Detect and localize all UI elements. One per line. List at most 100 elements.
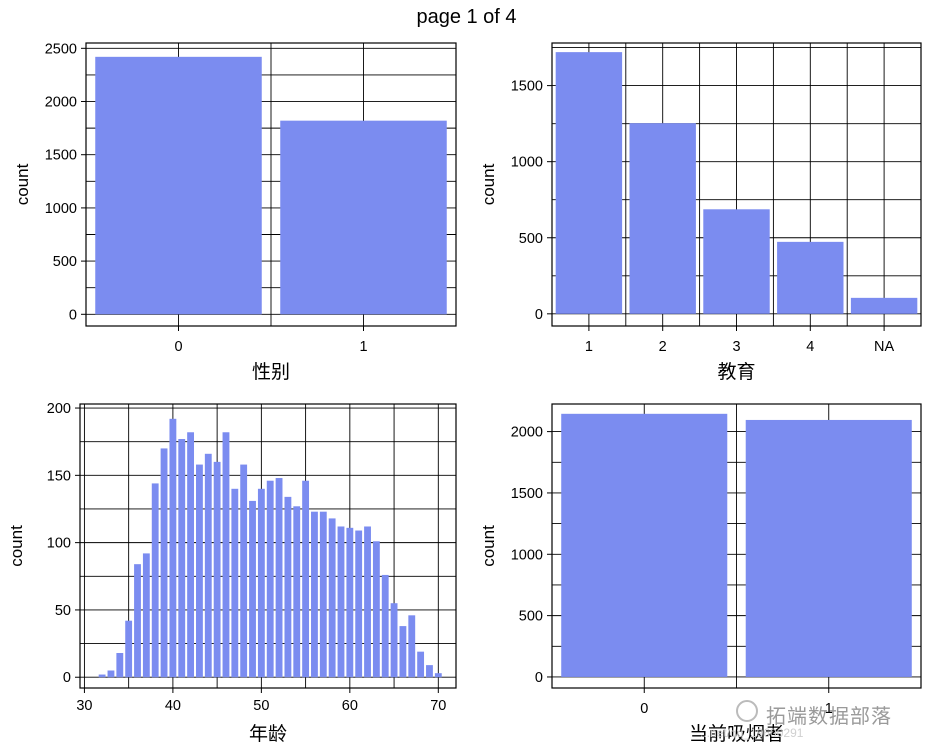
y-tick-label: 0	[535, 670, 543, 686]
histogram-bar	[311, 511, 318, 678]
bar	[561, 413, 728, 677]
y-tick-label: 1500	[511, 79, 543, 95]
bar	[777, 241, 844, 314]
histogram-bar	[417, 651, 425, 678]
y-tick-label: 0	[535, 307, 543, 323]
histogram-bar	[142, 553, 150, 678]
x-tick-label: 50	[253, 698, 269, 714]
histogram-bar	[151, 483, 159, 678]
y-axis-label: count	[479, 525, 498, 567]
bar	[280, 120, 447, 315]
histogram-bar	[249, 500, 256, 678]
histogram-bar	[275, 478, 283, 678]
y-tick-label: 0	[63, 670, 71, 686]
histogram-bar	[222, 432, 230, 678]
y-tick-label: 1500	[511, 486, 543, 502]
wechat-icon	[736, 700, 758, 722]
histogram-bar	[240, 464, 248, 678]
chart-panel-3: 0 50 100 150 200 count 年龄 30 40 50 60 70	[7, 401, 457, 745]
histogram-bar	[319, 511, 327, 678]
y-tick-label: 500	[519, 609, 543, 625]
histogram-bar	[293, 506, 301, 678]
histogram-bar	[231, 488, 239, 678]
x-tick-label: 0	[640, 701, 648, 717]
y-tick-label: 1000	[511, 155, 543, 171]
y-tick-label: 1000	[511, 547, 543, 563]
y-tick-label: 2000	[45, 95, 77, 111]
histogram-bar	[399, 626, 407, 678]
y-axis-label: count	[479, 163, 498, 205]
bar	[95, 56, 262, 315]
x-tick-label: 0	[174, 339, 182, 355]
y-tick-label: 2000	[511, 425, 543, 441]
x-tick-label: 2	[659, 339, 667, 355]
histogram-bar	[302, 480, 310, 678]
chart-panel-1: 0 500 1000 1500 2000 2500 count 性别 0 1	[13, 41, 457, 383]
y-tick-label: 1000	[45, 201, 77, 217]
histogram-bar	[337, 526, 345, 678]
histogram-bar	[426, 665, 433, 678]
page-title: page 1 of 4	[416, 6, 517, 28]
x-tick-label: NA	[874, 339, 894, 355]
y-tick-label: 100	[47, 536, 71, 552]
x-tick-label: 1	[359, 339, 367, 355]
histogram-bar	[178, 438, 186, 678]
histogram-bar	[116, 653, 124, 678]
histogram-bar	[160, 448, 168, 678]
histogram-bar	[98, 674, 106, 678]
y-tick-label: 500	[519, 231, 543, 247]
histogram-bar	[125, 620, 133, 678]
bar	[629, 123, 696, 314]
histogram-bar	[381, 574, 389, 678]
x-tick-label: 1	[585, 339, 593, 355]
histogram-bar	[204, 453, 212, 678]
x-axis-label: 年龄	[249, 723, 287, 745]
y-axis-label: count	[13, 163, 32, 205]
x-axis-label: 当前吸烟者	[689, 723, 784, 745]
y-tick-label: 500	[53, 254, 77, 270]
bar	[555, 52, 623, 314]
plot-frame	[79, 403, 457, 689]
histogram-bar	[390, 603, 398, 678]
bar	[745, 419, 912, 677]
histogram-bar	[434, 673, 442, 678]
histogram-bar	[134, 564, 141, 678]
x-tick-label: 40	[165, 698, 181, 714]
y-tick-label: 150	[47, 468, 71, 484]
y-tick-label: 2500	[45, 41, 77, 57]
histogram-bar	[355, 530, 363, 678]
histogram-bar	[408, 615, 416, 678]
x-axis-label: 教育	[717, 361, 755, 383]
bar	[850, 297, 918, 314]
histogram-bar	[372, 541, 380, 678]
histogram-bar	[213, 461, 221, 678]
histogram-bar	[346, 527, 354, 678]
x-tick-label: 70	[430, 698, 446, 714]
histogram-bar	[169, 418, 177, 678]
x-tick-label: 4	[806, 339, 814, 355]
x-tick-label: 1	[825, 701, 833, 717]
watermark-brand: 拓端数据部落	[766, 704, 892, 728]
histogram-bar	[328, 518, 336, 678]
histogram-bar	[266, 480, 274, 678]
x-axis-label: 性别	[252, 361, 290, 383]
histogram-bar	[187, 432, 195, 678]
chart-panel-4: 0 500 1000 1500 2000 count 当前吸烟者 0 1	[479, 403, 922, 745]
histogram-bar	[196, 464, 203, 678]
x-tick-label: 3	[732, 339, 740, 355]
y-tick-label: 1500	[45, 148, 77, 164]
x-tick-label: 60	[342, 698, 358, 714]
y-axis-label: count	[7, 525, 26, 567]
histogram-bar	[257, 488, 265, 678]
y-tick-label: 200	[47, 401, 71, 417]
histogram-bar	[284, 496, 292, 678]
y-tick-label: 50	[55, 603, 71, 619]
histogram-bar	[107, 670, 115, 678]
bar	[703, 209, 770, 314]
x-tick-label: 30	[76, 698, 92, 714]
watermark-url: ...net/qq_19600291	[700, 726, 804, 740]
histogram-bar	[364, 526, 371, 678]
y-tick-label: 0	[69, 307, 77, 323]
chart-panel-2: 0 500 1000 1500 count 教育 1 2 3 4 NA	[479, 42, 922, 383]
